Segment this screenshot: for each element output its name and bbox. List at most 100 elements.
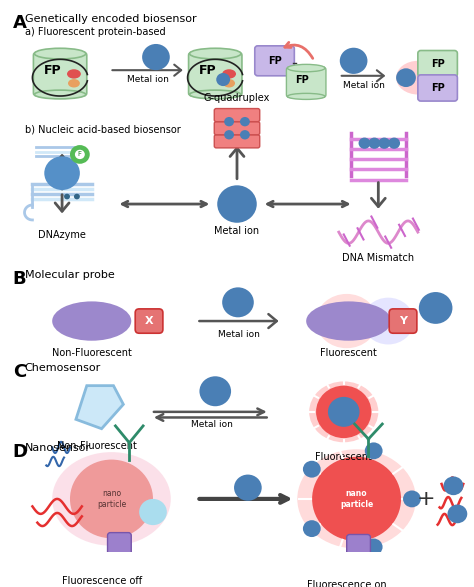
Text: F: F [78,151,82,157]
Ellipse shape [222,69,236,79]
Text: FP: FP [44,63,61,77]
Ellipse shape [297,449,416,548]
FancyBboxPatch shape [214,135,260,148]
Text: nano
particle: nano particle [340,489,373,508]
Text: FP: FP [199,63,216,77]
Text: Genetically encoded biosensor: Genetically encoded biosensor [25,14,196,24]
Text: Nanosensor: Nanosensor [25,443,91,453]
Ellipse shape [68,79,80,87]
Circle shape [216,73,230,86]
Circle shape [365,443,383,459]
Circle shape [74,194,80,200]
Text: Fluorescence on: Fluorescence on [307,580,386,587]
FancyBboxPatch shape [418,75,457,101]
Text: b) Nucleic acid-based biosensor: b) Nucleic acid-based biosensor [25,124,180,134]
FancyBboxPatch shape [286,67,326,97]
Circle shape [139,499,167,525]
Text: X: X [145,316,154,326]
Text: nano
particle: nano particle [97,489,126,508]
Text: G-quadruplex: G-quadruplex [204,93,270,103]
Ellipse shape [35,48,86,59]
Text: FP: FP [268,56,282,66]
Circle shape [222,288,254,318]
Text: Non-Fluorescent: Non-Fluorescent [57,441,137,451]
Text: FP: FP [295,75,309,85]
Text: +: + [417,489,435,509]
Circle shape [358,137,370,149]
Text: Metal ion: Metal ion [191,420,233,430]
FancyBboxPatch shape [389,309,417,333]
Circle shape [64,194,70,200]
Ellipse shape [52,301,131,340]
Text: FP: FP [431,83,445,93]
Circle shape [419,292,453,324]
Polygon shape [76,386,123,429]
Circle shape [240,130,250,140]
Ellipse shape [67,69,81,79]
Circle shape [312,457,401,541]
Circle shape [351,559,366,574]
Circle shape [224,117,234,126]
Ellipse shape [287,65,325,72]
Text: FP: FP [431,59,445,69]
Circle shape [378,137,390,149]
Circle shape [328,397,360,427]
Ellipse shape [316,294,377,348]
Text: Non-Fluorescent: Non-Fluorescent [52,348,132,358]
Text: Fluorescent: Fluorescent [320,348,377,358]
Circle shape [368,137,380,149]
FancyBboxPatch shape [255,46,294,76]
Text: Metal ion: Metal ion [218,330,260,339]
FancyBboxPatch shape [418,50,457,77]
Text: Molecular probe: Molecular probe [25,269,114,279]
Ellipse shape [52,452,171,546]
Text: C: C [13,363,26,381]
Text: Fluorescent: Fluorescent [315,452,372,462]
Circle shape [240,117,250,126]
Circle shape [303,461,321,478]
Circle shape [111,559,128,574]
Circle shape [303,520,321,537]
Text: B: B [13,269,26,288]
Circle shape [403,491,421,507]
Text: Metal ion: Metal ion [127,75,169,84]
Ellipse shape [309,382,378,442]
Circle shape [217,185,257,222]
Circle shape [396,68,416,87]
Text: Y: Y [399,316,407,326]
Text: Metal ion: Metal ion [214,226,260,236]
Text: Metal ion: Metal ion [343,80,384,90]
Text: DNAzyme: DNAzyme [38,230,86,240]
FancyBboxPatch shape [346,535,370,561]
Circle shape [234,474,262,501]
Circle shape [70,460,153,538]
FancyBboxPatch shape [108,532,131,559]
Circle shape [142,44,170,70]
Text: A: A [13,14,27,32]
Text: Chemosensor: Chemosensor [25,363,101,373]
Ellipse shape [363,298,414,345]
Text: a) Fluorescent protein-based: a) Fluorescent protein-based [25,27,165,37]
Text: DNA Mismatch: DNA Mismatch [342,254,414,264]
Ellipse shape [306,301,391,340]
FancyBboxPatch shape [214,109,260,122]
Ellipse shape [190,48,241,59]
FancyBboxPatch shape [33,52,87,96]
Circle shape [70,145,90,164]
Ellipse shape [396,61,439,95]
FancyBboxPatch shape [135,309,163,333]
Ellipse shape [223,79,235,87]
Text: D: D [13,443,27,461]
Circle shape [316,386,372,438]
FancyBboxPatch shape [214,122,260,135]
Text: Fluorescence off: Fluorescence off [62,576,142,586]
Circle shape [444,477,463,495]
Ellipse shape [35,90,86,99]
Circle shape [447,505,467,523]
Circle shape [365,538,383,555]
FancyBboxPatch shape [189,52,242,96]
Circle shape [44,156,80,190]
Ellipse shape [190,90,241,99]
Circle shape [224,130,234,140]
Circle shape [75,150,85,159]
